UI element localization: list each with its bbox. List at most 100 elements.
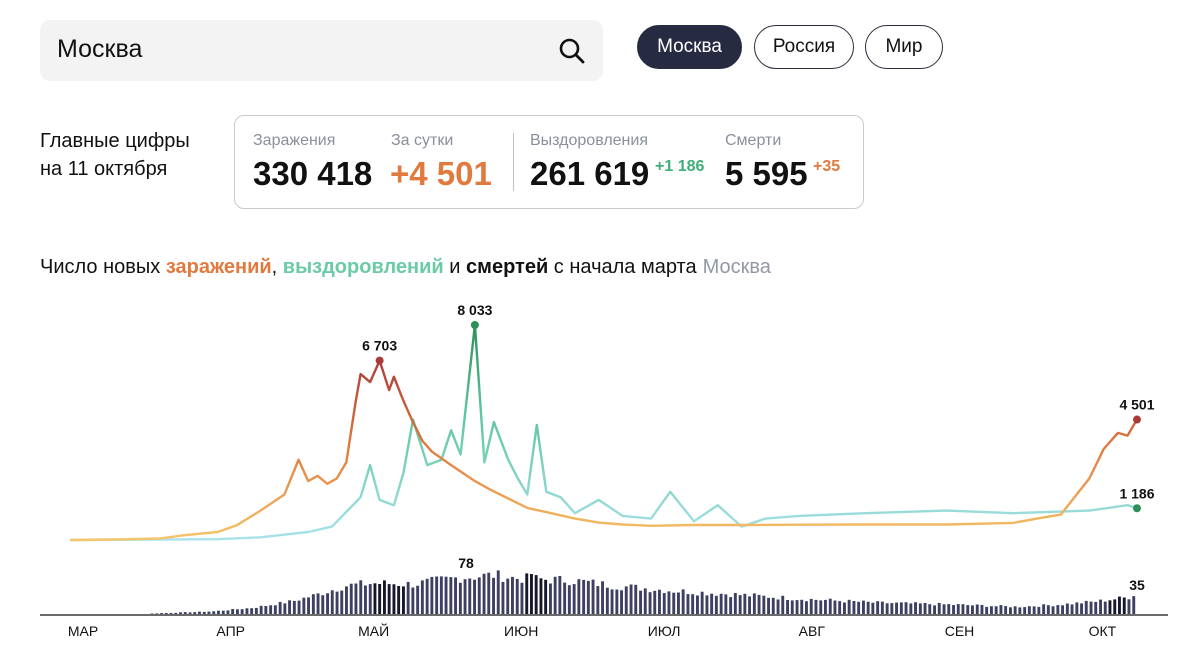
stats-box: Заражения 330 418 За сутки +4 501 Выздор… [234, 115, 864, 209]
deaths-bar [236, 609, 239, 614]
deaths-bar [240, 609, 244, 614]
deaths-bar [515, 578, 519, 614]
daily-value: +4 501 [390, 155, 492, 192]
deaths-bar [326, 593, 329, 614]
deaths-bar [444, 576, 448, 614]
covid-chart: 6 703 8 033 4 501 1 186 78 35 МАР АПР МАЙ ИЮН ИЮЛ… [40, 302, 1168, 639]
deaths-bar [383, 580, 386, 614]
deaths-bar [814, 599, 818, 614]
deaths-bar [345, 586, 348, 614]
deaths-bar [857, 601, 861, 614]
deaths-bar [795, 600, 799, 614]
deaths-bar [681, 589, 685, 614]
deaths-bar [273, 605, 277, 614]
tab-world[interactable]: Мир [865, 25, 943, 69]
deaths-bar [359, 580, 363, 614]
deaths-bar [558, 576, 562, 614]
deaths-bar [321, 595, 325, 614]
deaths-bar [1084, 600, 1088, 614]
deaths-bar [928, 604, 932, 614]
deaths-bar [828, 598, 832, 614]
deaths-bar [624, 586, 628, 614]
deaths-bar [506, 578, 510, 614]
deaths-bar [354, 583, 358, 614]
deaths-bar [956, 604, 960, 614]
recoveries-delta: +1 186 [655, 158, 705, 175]
deaths-bar [1032, 606, 1036, 614]
deaths-bar [586, 580, 590, 614]
deaths-bar [899, 602, 903, 614]
tab-russia[interactable]: Россия [754, 25, 854, 69]
recoveries-label: Выздоровления [530, 132, 648, 149]
deaths-bar [378, 584, 382, 614]
deaths-bar [643, 588, 647, 614]
recoveries-last-marker [1133, 504, 1141, 513]
deaths-bar [169, 613, 173, 614]
chart-title-city: Москва [702, 256, 771, 278]
deaths-bar [662, 593, 666, 614]
deaths-bar [468, 578, 472, 614]
deaths-bar [918, 603, 922, 614]
chart-title-prefix: Число новых [40, 256, 166, 278]
deaths-bar [947, 604, 951, 614]
deaths-bar [477, 577, 481, 614]
deaths-bar [605, 587, 609, 614]
deaths-bar [302, 597, 306, 614]
deaths-bar [871, 602, 875, 614]
infections-last-label: 4 501 [1119, 397, 1154, 413]
deaths-bar [397, 586, 401, 614]
search-input[interactable]: Москва [57, 35, 143, 63]
deaths-bar [297, 600, 301, 614]
deaths-bar [254, 607, 258, 614]
chart-title-suffix: с начала марта [548, 256, 697, 278]
deaths-bar [544, 579, 548, 614]
deaths-bar [767, 597, 770, 614]
deaths-bar [179, 612, 182, 614]
x-tick-label: ИЮЛ [648, 623, 681, 639]
deaths-bar [904, 602, 908, 614]
deaths-bar [620, 590, 623, 614]
deaths-bar [335, 591, 339, 614]
deaths-bar [164, 613, 168, 614]
deaths-bar [880, 601, 884, 614]
infections-line [69, 359, 1139, 542]
chart-title-recoveries: выздоровлений [282, 256, 444, 278]
deaths-bar [1042, 604, 1046, 614]
deaths-bar [914, 602, 917, 614]
deaths-bar [634, 584, 638, 614]
deaths-bar [1118, 596, 1121, 614]
x-axis-ticks: МАР АПР МАЙ ИЮН ИЮЛ АВГ СЕН ОКТ [68, 622, 1117, 639]
deaths-bar [1108, 600, 1112, 614]
deaths-bar [1103, 601, 1107, 614]
deaths-bar [416, 585, 420, 614]
deaths-bar [1094, 601, 1098, 614]
stats-divider [513, 133, 514, 191]
deaths-bar [316, 593, 320, 614]
headline-line1: Главные цифры [40, 130, 190, 152]
x-tick-label: МАЙ [358, 622, 389, 639]
deaths-bar [966, 605, 970, 614]
deaths-bar [700, 591, 704, 614]
deaths-bar [577, 579, 581, 614]
deaths-last-label: 35 [1129, 577, 1145, 593]
deaths-bar [463, 579, 467, 614]
deaths-bar [496, 570, 500, 614]
deaths-bar [349, 583, 353, 614]
recoveries-peak-marker [470, 321, 479, 329]
deaths-bar [155, 613, 159, 614]
deaths-bar [212, 611, 216, 614]
deaths-bar [160, 613, 163, 614]
search-icon[interactable] [557, 36, 587, 66]
daily-label: За сутки [391, 132, 454, 149]
deaths-bar [677, 592, 680, 614]
deaths-bar [615, 589, 619, 614]
search-box[interactable]: Москва [40, 20, 603, 81]
deaths-bar [264, 606, 268, 614]
deaths-bar [705, 595, 709, 614]
deaths-bar [307, 597, 310, 614]
deaths-bar [250, 608, 254, 614]
tab-moscow[interactable]: Москва [637, 25, 742, 69]
chart-title-deaths: смертей [466, 256, 549, 278]
deaths-value: 5 595 [725, 155, 808, 192]
deaths-bar [534, 575, 538, 614]
